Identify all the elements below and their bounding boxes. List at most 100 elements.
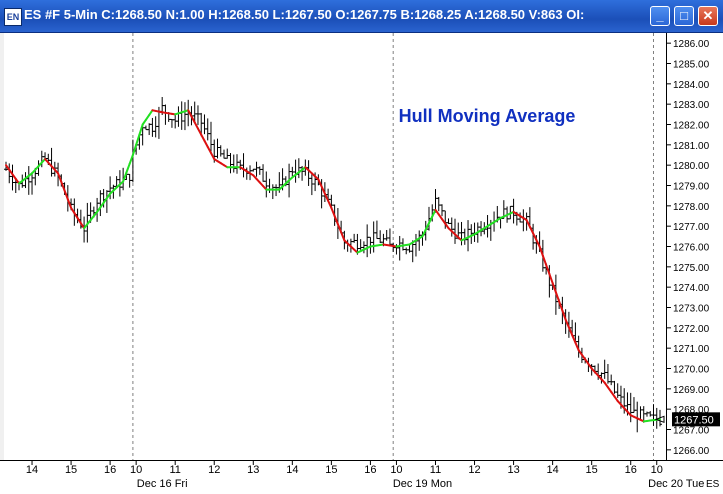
x-tick-label: 15 [586,464,598,476]
price-bar [352,234,356,243]
price-bar [294,160,298,183]
x-tick-label: 14 [26,464,38,476]
price-bar [521,209,525,231]
chart-title: Hull Moving Average [399,106,576,126]
price-bar [242,153,246,177]
price-bar [609,375,613,386]
price-bar [437,197,441,211]
x-tick-label: 13 [507,464,519,476]
price-bar [144,126,148,130]
price-bar [417,230,421,250]
price-bar [365,224,369,257]
price-bar [183,102,187,130]
y-tick-label: 1279.00 [673,182,710,193]
y-tick-label: 1285.00 [673,60,710,71]
x-date-label: Dec 16 Fri [137,478,188,490]
price-bar [196,105,200,125]
y-tick-label: 1284.00 [673,80,710,91]
price-bar [271,184,275,199]
price-bar [385,230,389,241]
price-bar [202,114,206,134]
symbol-label: ES [706,479,720,490]
price-bar [362,241,366,253]
price-bar [460,222,464,245]
price-bar [603,360,607,379]
price-bar [225,149,229,159]
price-bar [163,105,167,125]
y-tick-label: 1270.00 [673,365,710,376]
price-bar [261,164,265,181]
price-bar [307,160,311,186]
x-tick-label: 15 [65,464,77,476]
x-tick-label: 10 [651,464,663,476]
price-bar [264,171,268,197]
price-bar [176,106,180,126]
price-bar [268,179,272,193]
price-bar [359,239,363,250]
y-tick-label: 1267.00 [673,426,710,437]
price-bar [258,166,262,174]
x-tick-label: 12 [208,464,220,476]
price-bar [453,219,457,244]
y-tick-label: 1276.00 [673,243,710,254]
x-tick-label: 16 [104,464,116,476]
hma-segment [126,164,129,173]
price-bar [232,155,236,173]
price-bar [215,139,219,159]
x-tick-label: 16 [364,464,376,476]
price-bar [638,406,642,420]
price-bar [388,228,392,244]
x-date-label: Dec 19 Mon [393,478,452,490]
price-bar [255,162,259,177]
y-tick-label: 1277.00 [673,222,710,233]
price-bar [222,150,226,159]
y-tick-label: 1281.00 [673,141,710,152]
price-bar [648,411,652,417]
last-price-label: 1267.50 [674,414,714,426]
price-bar [170,119,174,128]
x-tick-label: 10 [130,464,142,476]
y-tick-label: 1273.00 [673,304,710,315]
x-tick-label: 12 [468,464,480,476]
price-bar [645,412,649,417]
hma-segment [201,135,204,141]
price-bar [50,148,54,177]
hma-segment [204,141,207,147]
y-tick-label: 1269.00 [673,385,710,396]
y-tick-label: 1283.00 [673,100,710,111]
price-bar [372,221,376,252]
price-bar [440,204,444,216]
price-bar [82,217,86,243]
y-tick-label: 1275.00 [673,263,710,274]
price-bar [404,248,408,255]
price-bar [180,101,184,130]
y-tick-label: 1272.00 [673,324,710,335]
price-bar [378,230,382,243]
price-bar [206,118,210,140]
x-tick-label: 14 [286,464,298,476]
y-tick-label: 1278.00 [673,202,710,213]
price-bar [27,166,31,195]
y-tick-label: 1282.00 [673,121,710,132]
price-bar [229,153,233,173]
price-bar [219,145,223,156]
price-bar [414,234,418,257]
price-bar [235,154,239,174]
price-bar [629,393,633,422]
price-bar [463,229,467,245]
price-bar [147,123,151,135]
y-tick-label: 1271.00 [673,344,710,355]
x-tick-label: 16 [625,464,637,476]
price-bar [150,118,154,137]
price-bar [469,224,473,244]
y-tick-label: 1274.00 [673,283,710,294]
x-tick-label: 13 [247,464,259,476]
x-tick-label: 10 [390,464,402,476]
price-bar [606,364,610,384]
price-bar [375,221,379,239]
x-date-label: Dec 20 Tue [648,478,704,490]
y-tick-label: 1286.00 [673,39,710,50]
x-tick-label: 14 [547,464,559,476]
x-tick-label: 15 [325,464,337,476]
